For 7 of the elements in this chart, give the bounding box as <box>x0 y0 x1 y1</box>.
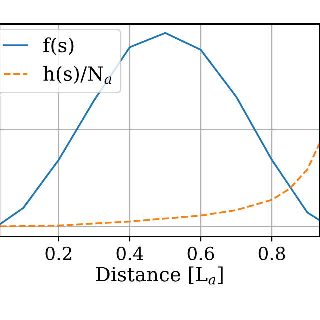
x-tick-label: 0.6 <box>188 246 214 260</box>
x-tick-label: 0.4 <box>116 246 144 260</box>
legend-label: h(s)/N$_{a}$ <box>44 66 112 84</box>
legend-label: f(s) <box>44 38 74 56</box>
x-tick-label: 0.8 <box>258 246 286 260</box>
x-axis-title: Distance [L$_{a}$] <box>96 266 223 285</box>
x-tick-label: 0.2 <box>46 246 72 260</box>
